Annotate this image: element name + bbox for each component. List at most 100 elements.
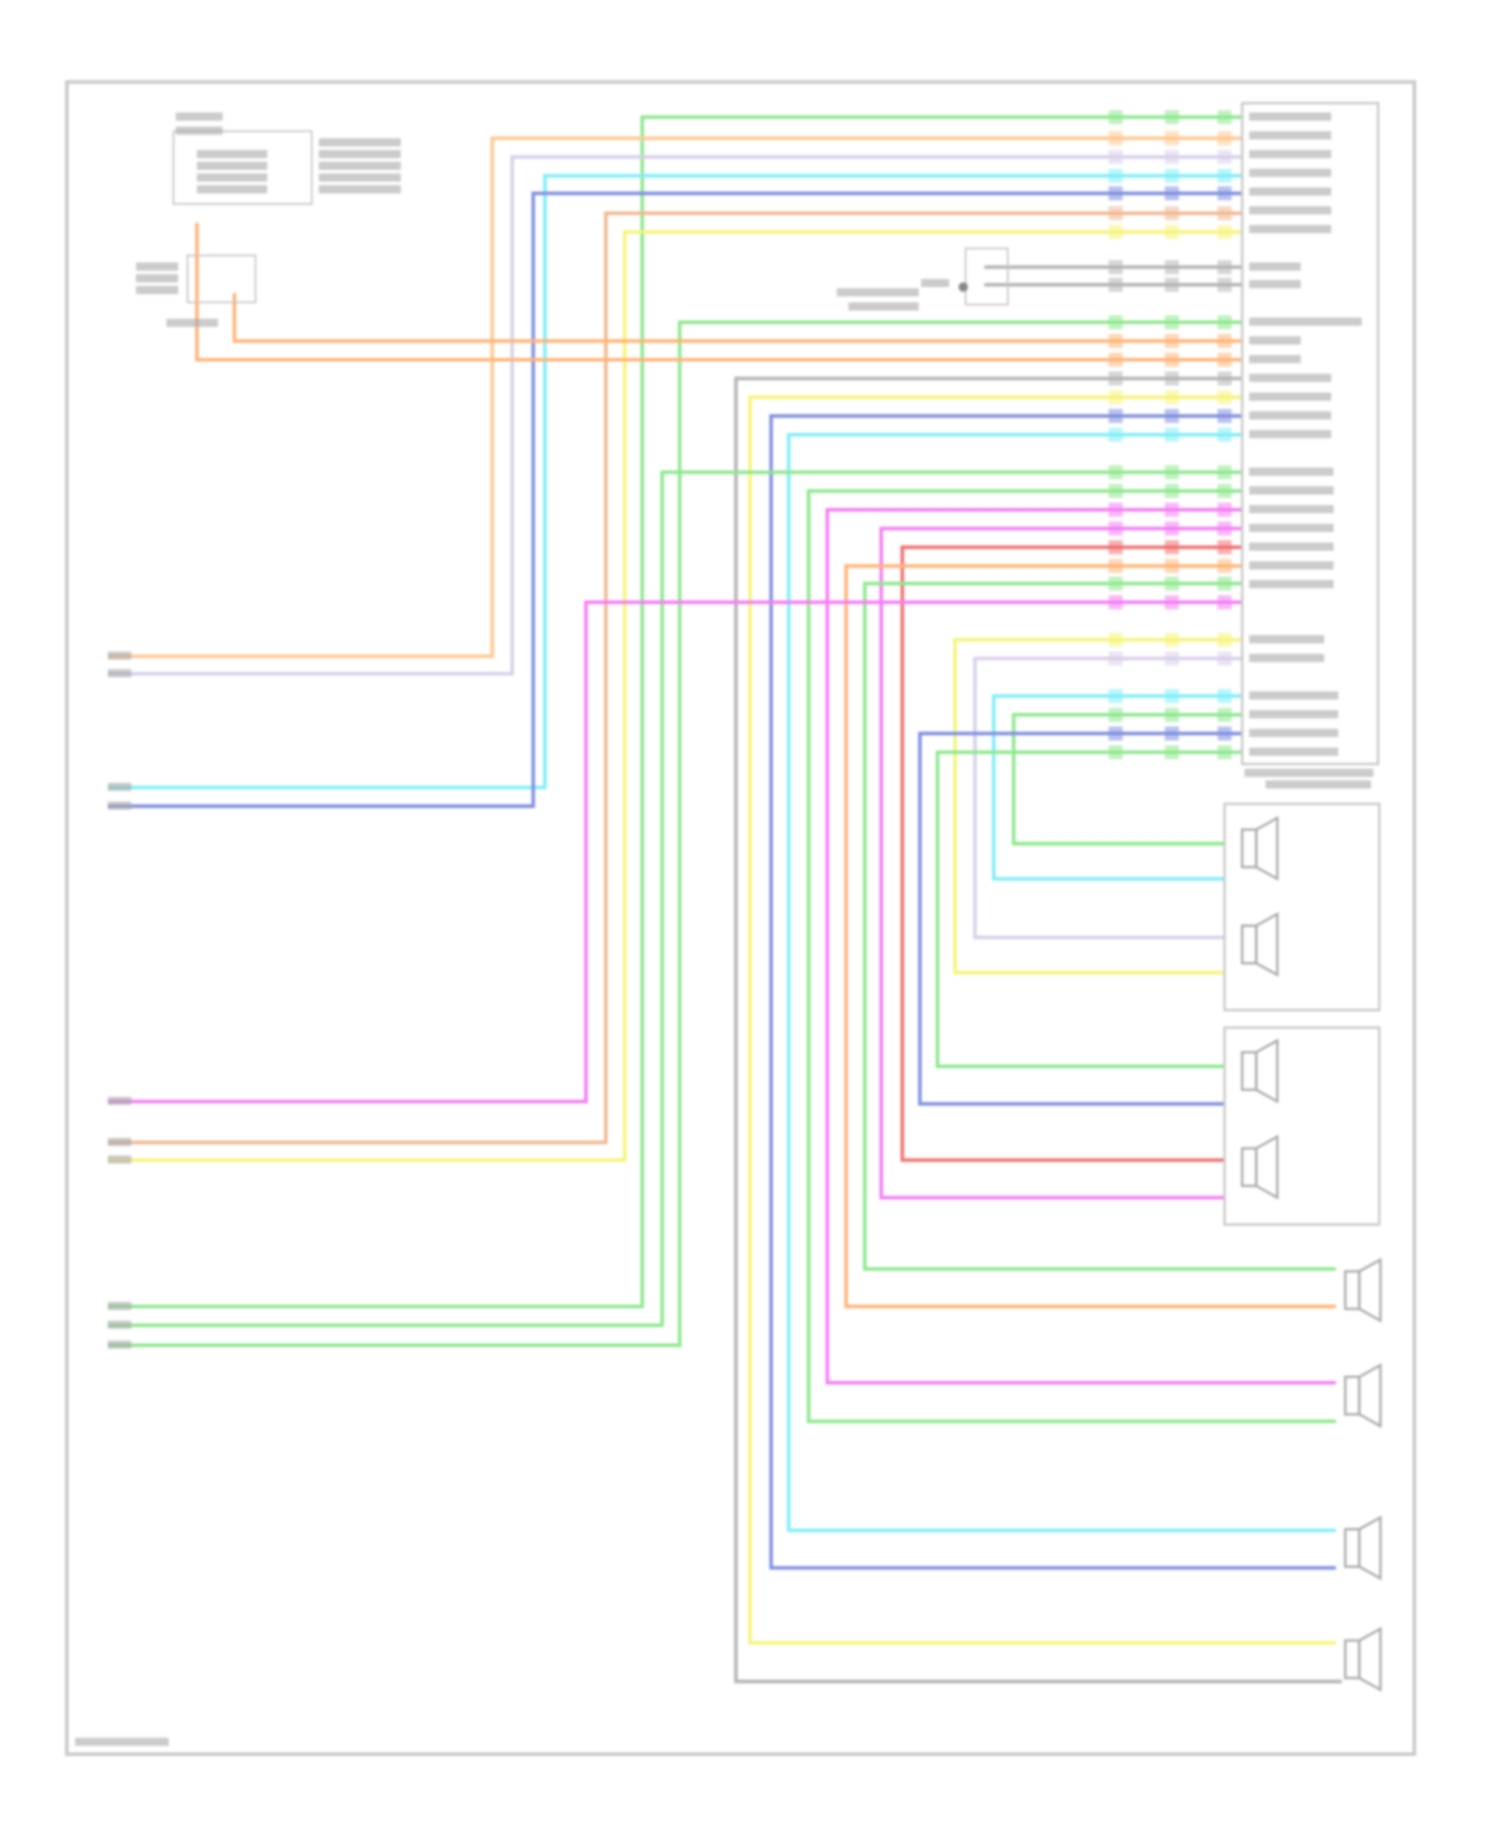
connector-pin	[1217, 186, 1232, 201]
label-text-blur	[107, 1096, 132, 1106]
wire-cyan	[786, 432, 1336, 1533]
connector-pin	[1108, 390, 1123, 405]
connector-pin	[1217, 726, 1232, 741]
label-text-blur	[196, 149, 268, 159]
connector-pin	[1108, 521, 1123, 536]
label-text-blur	[1249, 710, 1339, 719]
connector-pin	[1164, 131, 1179, 146]
label-text-blur	[1249, 187, 1332, 196]
connector-pin	[1164, 427, 1179, 442]
label-text-blur	[1249, 430, 1332, 439]
label-text-blur	[1249, 691, 1339, 700]
label-text-blur	[107, 651, 132, 660]
label-text-blur	[1249, 392, 1332, 401]
connector-pin	[1164, 186, 1179, 201]
connector-pin	[1108, 149, 1123, 165]
connector-pin	[1217, 131, 1232, 146]
wire-yellow	[748, 395, 1336, 1645]
connector-pin	[1164, 595, 1179, 610]
label-text-blur	[1249, 747, 1339, 756]
connector-pin	[1108, 540, 1123, 555]
label-text-blur	[135, 274, 179, 283]
wire-magenta	[107, 600, 1243, 1104]
label-text-blur	[1249, 168, 1332, 177]
connector-pin	[1108, 651, 1123, 666]
connector-pin	[1108, 427, 1123, 442]
label-text-blur	[107, 1340, 132, 1349]
connector-pin	[1164, 371, 1179, 386]
connector-pin	[1217, 595, 1232, 610]
label-text-blur	[318, 185, 401, 194]
connector-pin	[1164, 408, 1179, 424]
wire-blue	[769, 414, 1336, 1570]
connector-pin	[1108, 186, 1123, 201]
wire-green	[806, 489, 1336, 1424]
connector-pin	[1164, 333, 1179, 349]
components	[172, 101, 1382, 1692]
connector-pin	[1164, 558, 1179, 574]
connector-pin	[1164, 260, 1179, 275]
label-text-blur	[107, 1137, 132, 1147]
radio-connector	[172, 130, 313, 205]
connector-pin	[1217, 521, 1232, 536]
connector-pin	[1164, 707, 1179, 722]
label-text-blur	[1249, 206, 1332, 215]
wire-magenta	[879, 526, 1243, 1200]
label-text-blur	[1249, 411, 1332, 420]
connector-pin	[1217, 632, 1232, 647]
connector-pin	[1217, 149, 1232, 165]
label-text-blur	[318, 161, 401, 170]
wire-blue	[918, 731, 1243, 1106]
wire-cyan	[107, 174, 1243, 790]
connector-pin	[1217, 427, 1232, 442]
label-text-blur	[196, 173, 268, 182]
wire-light_orange	[107, 136, 1243, 658]
relay	[186, 254, 257, 304]
connector-pin	[1108, 689, 1123, 704]
label-text-blur	[921, 278, 950, 288]
connector-pin	[1108, 595, 1123, 610]
connector-pin	[1164, 315, 1179, 330]
wire-blue	[107, 191, 1243, 808]
connector-pin	[1217, 483, 1232, 499]
connector-pin	[1108, 352, 1123, 367]
connector-pin	[1217, 224, 1232, 240]
labels	[75, 112, 1374, 1746]
wire-green	[863, 581, 1336, 1271]
wire-yellow	[953, 638, 1243, 975]
connector-pin	[1108, 131, 1123, 146]
connector-pin	[1217, 390, 1232, 405]
label-text-blur	[1244, 768, 1374, 777]
wire-gray	[734, 376, 1342, 1684]
label-text-blur	[75, 1737, 169, 1746]
speaker-icon	[1344, 1375, 1361, 1416]
wire-green	[107, 470, 1243, 1328]
label-text-blur	[1249, 131, 1332, 140]
label-text-blur	[1249, 317, 1362, 326]
speaker-icon	[1240, 828, 1258, 869]
label-text-blur	[107, 1155, 132, 1164]
connector-pin	[1108, 726, 1123, 741]
label-text-blur	[107, 1301, 132, 1311]
left-door-speakers	[1223, 1026, 1381, 1226]
speaker-icon	[1240, 924, 1258, 965]
speaker-icon-cone	[1255, 1038, 1279, 1104]
connector-pin	[1217, 371, 1232, 386]
label-text-blur	[1249, 355, 1301, 364]
label-text-blur	[1249, 280, 1301, 289]
label-text-blur	[318, 173, 401, 182]
label-text-blur	[1249, 112, 1332, 121]
connector-pin	[1108, 315, 1123, 330]
ground-module	[964, 247, 1009, 306]
connector-pin	[1108, 224, 1123, 240]
wire-cyan	[991, 694, 1243, 881]
connector-pin	[1217, 333, 1232, 349]
splice-dot	[958, 282, 968, 292]
label-text-blur	[1249, 505, 1334, 514]
connector-pin	[1108, 168, 1123, 183]
connector-pin	[1164, 110, 1179, 125]
wire-yellow	[107, 230, 1243, 1162]
connector-pin	[1108, 465, 1123, 480]
connector-pin	[1108, 371, 1123, 386]
connector-pin	[1108, 260, 1123, 275]
